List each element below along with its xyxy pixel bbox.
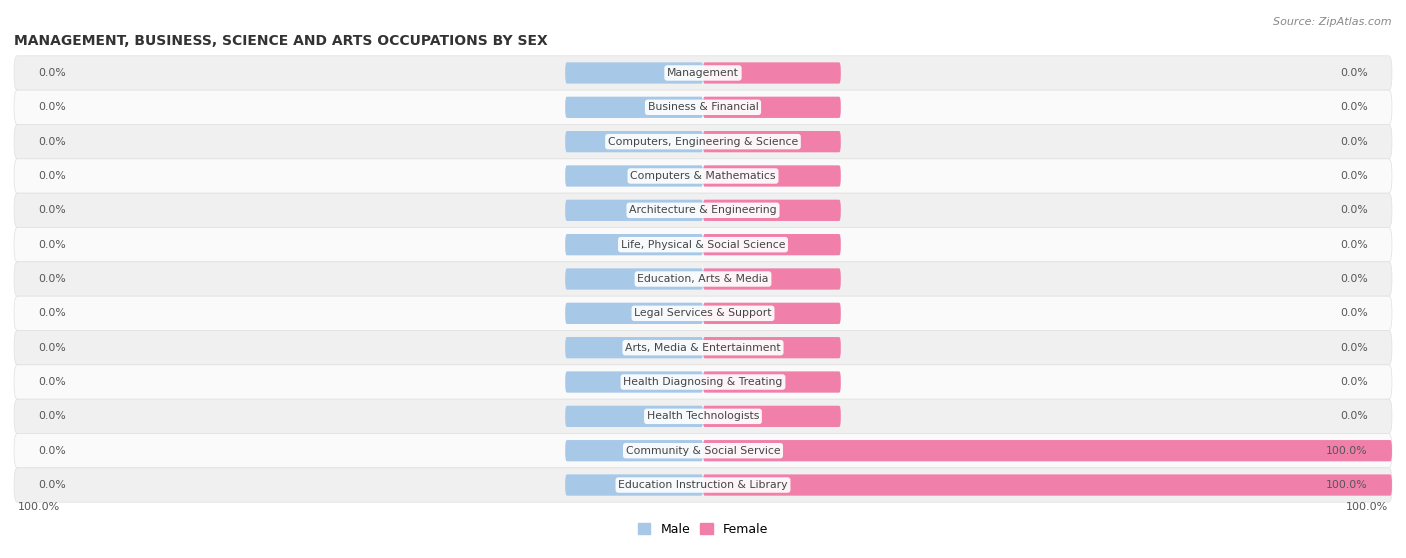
Text: Life, Physical & Social Science: Life, Physical & Social Science (621, 240, 785, 249)
FancyBboxPatch shape (14, 124, 1392, 159)
Text: Legal Services & Support: Legal Services & Support (634, 309, 772, 318)
Text: Computers, Engineering & Science: Computers, Engineering & Science (607, 137, 799, 147)
FancyBboxPatch shape (703, 200, 841, 221)
FancyBboxPatch shape (14, 193, 1392, 228)
FancyBboxPatch shape (703, 234, 841, 256)
Text: Health Diagnosing & Treating: Health Diagnosing & Treating (623, 377, 783, 387)
FancyBboxPatch shape (14, 228, 1392, 262)
Text: 100.0%: 100.0% (17, 502, 59, 512)
FancyBboxPatch shape (703, 440, 1392, 461)
Text: Business & Financial: Business & Financial (648, 102, 758, 112)
FancyBboxPatch shape (565, 406, 703, 427)
FancyBboxPatch shape (14, 159, 1392, 193)
FancyBboxPatch shape (14, 90, 1392, 124)
FancyBboxPatch shape (703, 97, 841, 118)
Text: 0.0%: 0.0% (1340, 68, 1368, 78)
FancyBboxPatch shape (565, 97, 703, 118)
FancyBboxPatch shape (703, 131, 841, 152)
Text: Health Technologists: Health Technologists (647, 411, 759, 421)
Text: 0.0%: 0.0% (1340, 240, 1368, 249)
Text: Source: ZipAtlas.com: Source: ZipAtlas.com (1274, 17, 1392, 27)
FancyBboxPatch shape (14, 262, 1392, 296)
FancyBboxPatch shape (703, 406, 841, 427)
Text: 0.0%: 0.0% (38, 240, 66, 249)
FancyBboxPatch shape (565, 131, 703, 152)
FancyBboxPatch shape (14, 434, 1392, 468)
Text: 0.0%: 0.0% (38, 343, 66, 353)
FancyBboxPatch shape (703, 372, 841, 393)
FancyBboxPatch shape (14, 56, 1392, 90)
Legend: Male, Female: Male, Female (633, 518, 773, 541)
FancyBboxPatch shape (703, 474, 1392, 496)
Text: 0.0%: 0.0% (38, 205, 66, 215)
FancyBboxPatch shape (565, 165, 703, 186)
FancyBboxPatch shape (565, 268, 703, 290)
Text: 0.0%: 0.0% (1340, 205, 1368, 215)
Text: 0.0%: 0.0% (38, 446, 66, 456)
FancyBboxPatch shape (703, 165, 841, 186)
Text: Community & Social Service: Community & Social Service (626, 446, 780, 456)
Text: 0.0%: 0.0% (1340, 102, 1368, 112)
Text: 0.0%: 0.0% (38, 137, 66, 147)
FancyBboxPatch shape (565, 337, 703, 358)
FancyBboxPatch shape (703, 268, 841, 290)
Text: Management: Management (666, 68, 740, 78)
Text: 0.0%: 0.0% (38, 480, 66, 490)
FancyBboxPatch shape (565, 62, 703, 84)
FancyBboxPatch shape (14, 365, 1392, 399)
Text: 100.0%: 100.0% (1326, 480, 1368, 490)
FancyBboxPatch shape (14, 330, 1392, 365)
Text: Computers & Mathematics: Computers & Mathematics (630, 171, 776, 181)
Text: 0.0%: 0.0% (1340, 377, 1368, 387)
Text: Arts, Media & Entertainment: Arts, Media & Entertainment (626, 343, 780, 353)
Text: 0.0%: 0.0% (1340, 309, 1368, 318)
Text: 0.0%: 0.0% (38, 171, 66, 181)
FancyBboxPatch shape (703, 337, 841, 358)
FancyBboxPatch shape (565, 302, 703, 324)
FancyBboxPatch shape (14, 399, 1392, 434)
Text: MANAGEMENT, BUSINESS, SCIENCE AND ARTS OCCUPATIONS BY SEX: MANAGEMENT, BUSINESS, SCIENCE AND ARTS O… (14, 33, 548, 47)
Text: 0.0%: 0.0% (1340, 343, 1368, 353)
Text: 0.0%: 0.0% (1340, 137, 1368, 147)
FancyBboxPatch shape (565, 440, 703, 461)
FancyBboxPatch shape (565, 234, 703, 256)
Text: 0.0%: 0.0% (38, 377, 66, 387)
Text: 0.0%: 0.0% (38, 309, 66, 318)
FancyBboxPatch shape (703, 62, 841, 84)
Text: 100.0%: 100.0% (1347, 502, 1389, 512)
Text: 0.0%: 0.0% (38, 274, 66, 284)
FancyBboxPatch shape (565, 474, 703, 496)
Text: 0.0%: 0.0% (38, 68, 66, 78)
FancyBboxPatch shape (703, 302, 841, 324)
FancyBboxPatch shape (565, 372, 703, 393)
Text: 0.0%: 0.0% (38, 102, 66, 112)
FancyBboxPatch shape (14, 468, 1392, 502)
FancyBboxPatch shape (14, 296, 1392, 330)
FancyBboxPatch shape (565, 200, 703, 221)
Text: Architecture & Engineering: Architecture & Engineering (630, 205, 776, 215)
Text: 0.0%: 0.0% (38, 411, 66, 421)
Text: 0.0%: 0.0% (1340, 411, 1368, 421)
Text: 100.0%: 100.0% (1326, 446, 1368, 456)
Text: 0.0%: 0.0% (1340, 171, 1368, 181)
Text: 0.0%: 0.0% (1340, 274, 1368, 284)
Text: Education, Arts & Media: Education, Arts & Media (637, 274, 769, 284)
Text: Education Instruction & Library: Education Instruction & Library (619, 480, 787, 490)
